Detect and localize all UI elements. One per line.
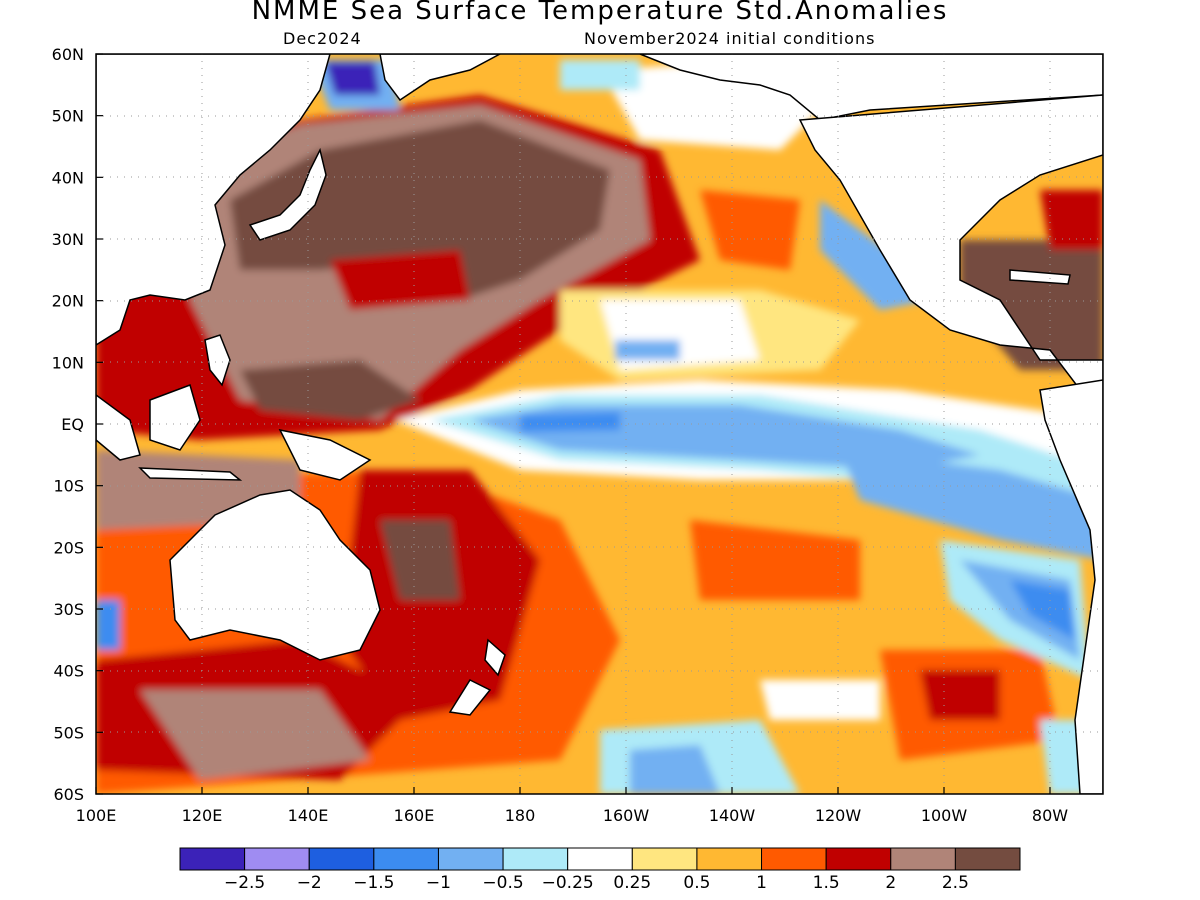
lat-tick-label: 60N <box>52 45 84 64</box>
colorbar-label: 0.25 <box>613 873 651 893</box>
colorbar: −2.5 −2 −1.5 −1 −0.5 −0.25 0.25 0.5 1 1.5 2 2.5 <box>179 847 1021 893</box>
asia-coast <box>96 54 331 346</box>
kamchatka-siberia <box>379 54 501 102</box>
australia <box>169 489 381 661</box>
lat-tick-label: 10S <box>53 477 84 496</box>
graticule <box>96 54 1103 794</box>
lat-tick-label: 30S <box>53 600 84 619</box>
colorbar-swatch <box>890 847 956 871</box>
forecast-month: Dec2024 <box>283 29 362 48</box>
colorbar-label: −1.5 <box>353 873 394 893</box>
colorbar-swatch <box>437 847 504 871</box>
colorbar-swatch <box>761 847 827 871</box>
colorbar-label: 1 <box>756 873 767 893</box>
lon-tick-label: 100E <box>76 806 117 825</box>
cuba <box>1009 269 1071 285</box>
initial-conditions: November2024 initial conditions <box>584 29 876 48</box>
lat-tick-label: 60S <box>53 785 84 804</box>
lat-tick-label: 20S <box>53 538 84 557</box>
new-guinea <box>278 428 372 481</box>
latitude-axis: 60N 50N 40N 30N 20N 10N EQ 10S 20S 30S 40S 50S 60S <box>52 45 103 804</box>
colorbar-label: −0.5 <box>482 873 523 893</box>
lon-tick-label: 160E <box>394 806 435 825</box>
lat-tick-label: 40S <box>53 662 84 681</box>
java-islands <box>138 467 243 481</box>
lon-tick-label: 140W <box>709 806 756 825</box>
lat-tick-label: 50N <box>52 107 84 126</box>
longitude-axis: 100E 120E 140E 160E 180 160W 140W 120W 100W 80W <box>76 787 1068 825</box>
colorbar-label: 2.5 <box>942 873 969 893</box>
colorbar-label: −2.5 <box>224 873 265 893</box>
japan <box>248 147 327 241</box>
colorbar-swatch <box>373 847 439 871</box>
colorbar-label: 0.5 <box>683 873 710 893</box>
lat-tick-label: 10N <box>52 353 84 372</box>
alaska <box>639 54 1103 121</box>
colorbar-swatch <box>696 847 763 871</box>
lat-tick-label: EQ <box>61 415 84 434</box>
map-title: NMME Sea Surface Temperature Std.Anomali… <box>251 0 949 26</box>
colorbar-label: 2 <box>885 873 896 893</box>
colorbar-swatch <box>308 847 375 871</box>
colorbar-swatch <box>631 847 698 871</box>
lon-tick-label: 180 <box>505 806 536 825</box>
borneo <box>149 384 201 451</box>
colorbar-label: −0.25 <box>542 873 594 893</box>
lat-tick-label: 50S <box>53 723 84 742</box>
new-zealand-north <box>484 638 506 677</box>
philippines <box>204 334 231 387</box>
colorbar-swatch <box>244 847 310 871</box>
lat-tick-label: 40N <box>52 168 84 187</box>
colorbar-swatch <box>567 847 633 871</box>
colorbar-swatch <box>179 847 246 871</box>
lat-tick-label: 30N <box>52 230 84 249</box>
colorbar-label: 1.5 <box>813 873 840 893</box>
north-america <box>798 94 1103 422</box>
colorbar-swatch <box>502 847 569 871</box>
colorbar-swatch <box>954 847 1021 871</box>
lon-tick-label: 160W <box>603 806 650 825</box>
lon-tick-label: 120W <box>815 806 862 825</box>
new-zealand-south <box>448 679 492 716</box>
colorbar-swatch <box>825 847 892 871</box>
land <box>96 54 1103 794</box>
lon-tick-label: 100W <box>921 806 968 825</box>
lon-tick-label: 140E <box>288 806 329 825</box>
lon-tick-label: 80W <box>1032 806 1068 825</box>
sumatra <box>96 394 141 461</box>
colorbar-label: −1 <box>426 873 451 893</box>
colorbar-label: −2 <box>297 873 322 893</box>
lon-tick-label: 120E <box>182 806 223 825</box>
lat-tick-label: 20N <box>52 292 84 311</box>
south-america <box>1039 379 1103 794</box>
